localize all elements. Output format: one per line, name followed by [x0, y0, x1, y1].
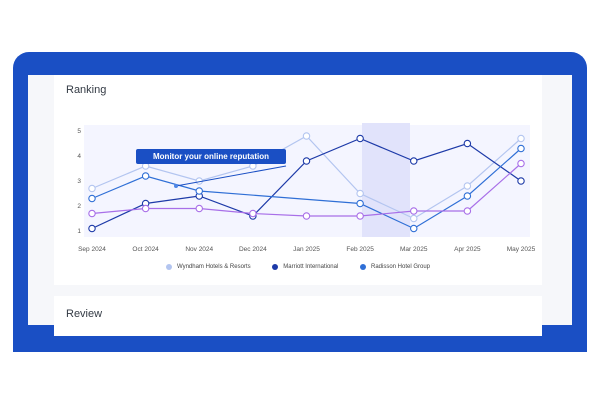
legend-label: Marriott International [283, 264, 339, 270]
chart-legend: Wyndham Hotels & Resorts Marriott Intern… [54, 264, 542, 272]
data-point [302, 132, 311, 140]
data-point [302, 212, 311, 220]
legend-dot-icon [272, 264, 279, 270]
data-point [409, 157, 418, 165]
data-point [356, 189, 364, 198]
y-tick-label: 1 [77, 228, 81, 235]
highlight-band [362, 123, 410, 237]
data-point [463, 182, 472, 190]
x-tick-label: Dec 2024 [239, 246, 267, 253]
data-point [302, 157, 311, 165]
data-point [463, 139, 472, 148]
data-point [88, 209, 96, 218]
data-point [517, 159, 525, 168]
callout-pointer [175, 165, 287, 187]
data-point [88, 194, 96, 203]
review-card: Review [54, 296, 542, 336]
ranking-title: Ranking [66, 84, 107, 96]
legend-label: Radisson Hotel Group [370, 264, 431, 270]
data-point [88, 184, 96, 193]
data-point [517, 144, 525, 153]
x-tick-label: Oct 2024 [132, 246, 159, 253]
data-point [409, 207, 418, 215]
data-point [356, 212, 364, 220]
data-point [517, 134, 525, 143]
data-point [463, 192, 472, 200]
data-point [195, 187, 204, 195]
y-tick-label: 3 [77, 178, 81, 185]
data-point [141, 172, 150, 180]
legend-item-wyndham[interactable]: Wyndham Hotels & Resorts [165, 264, 251, 270]
y-tick-label: 4 [77, 153, 81, 160]
legend-item-radisson[interactable]: Radisson Hotel Group [359, 264, 431, 270]
x-tick-label: Mar 2025 [400, 246, 428, 253]
legend-item-marriott[interactable]: Marriott International [272, 264, 338, 270]
x-tick-label: Feb 2025 [346, 246, 374, 253]
data-point [356, 199, 364, 208]
x-tick-label: May 2025 [507, 246, 536, 253]
data-point [463, 207, 472, 215]
data-point [249, 209, 257, 218]
review-title: Review [66, 308, 103, 320]
data-point [409, 214, 418, 223]
x-tick-label: Apr 2025 [454, 246, 481, 253]
frame-notch-right [587, 190, 600, 352]
data-point [195, 204, 204, 213]
data-point [409, 224, 418, 233]
reputation-callout: Monitor your online reputation [136, 149, 286, 164]
legend-label: Wyndham Hotels & Resorts [176, 264, 251, 270]
ranking-chart: 5 4 3 2 1 Sep 2024 Oct 2024 Nov 2024 Dec 2024 Jan… [77, 123, 536, 253]
data-point [88, 224, 96, 233]
y-tick-label: 2 [77, 203, 81, 210]
legend-dot-icon [359, 264, 366, 270]
data-point [141, 204, 150, 213]
x-tick-label: Sep 2024 [78, 246, 106, 253]
x-tick-label: Jan 2025 [293, 246, 320, 253]
frame-notch-left [0, 190, 13, 352]
x-tick-label: Nov 2024 [185, 246, 213, 253]
plot-area [84, 125, 530, 237]
data-point [517, 177, 525, 185]
callout-pointer-dot [174, 184, 178, 188]
legend-dot-icon [165, 264, 172, 270]
y-tick-label: 5 [77, 128, 81, 135]
data-point [356, 134, 364, 143]
